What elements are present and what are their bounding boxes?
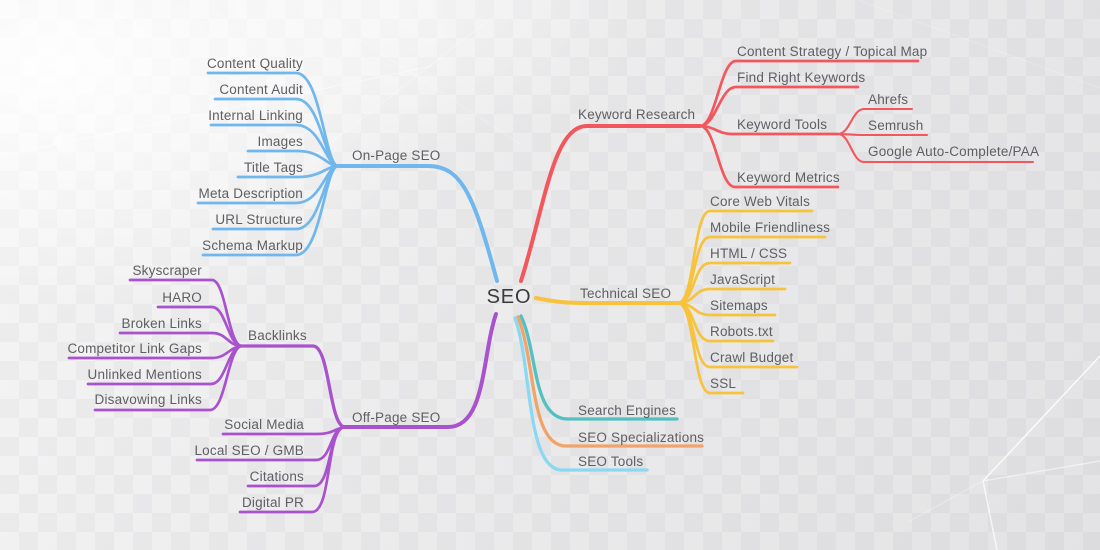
decor-dot [52,136,62,146]
node-local-seo-gmb[interactable]: Local SEO / GMB [194,443,304,458]
decor-line [982,480,998,550]
offpage-child-connector-4 [238,425,347,514]
onpage-main-connector [336,164,499,283]
node-core-web-vitals[interactable]: Core Web Vitals [710,194,810,209]
labels: SEO On-Page SEO Content Quality Content … [67,44,1039,510]
node-google-autocomplete[interactable]: Google Auto-Complete/PAA [868,144,1039,159]
backlinks-child-connector-5 [93,344,244,412]
decor-line [907,480,984,523]
seo-specializations-connector [516,315,704,448]
offpage-backlinks-connector [238,344,347,429]
node-keyword-tools[interactable]: Keyword Tools [737,117,827,132]
node-broken-links[interactable]: Broken Links [122,316,202,331]
node-internal-linking[interactable]: Internal Linking [208,108,303,123]
seo-tools-connector [513,316,649,472]
keyword-main-connector [519,124,702,283]
branch-offpage [67,278,498,514]
keyword-tools-sub-connector-1 [836,132,929,137]
decor-line [857,0,1100,89]
node-images[interactable]: Images [258,134,304,149]
node-haro[interactable]: HARO [162,290,202,305]
node-url-structure[interactable]: URL Structure [215,212,303,227]
branch-search-engines [519,314,679,421]
node-citations[interactable]: Citations [250,469,304,484]
technical-child-connector-7 [676,301,745,395]
node-keyword-metrics[interactable]: Keyword Metrics [737,170,840,185]
node-find-right-keywords[interactable]: Find Right Keywords [737,70,865,85]
node-html-css[interactable]: HTML / CSS [710,246,787,261]
node-skyscraper[interactable]: Skyscraper [132,263,202,278]
node-technical-seo[interactable]: Technical SEO [580,286,671,301]
decor-line [315,15,495,155]
node-crawl-budget[interactable]: Crawl Budget [710,350,793,365]
node-content-quality[interactable]: Content Quality [207,56,303,71]
branch-technical [534,209,827,395]
node-mobile-friendliness[interactable]: Mobile Friendliness [710,220,830,235]
onpage-child-connector-7 [201,164,340,257]
decor-line [982,355,1100,482]
node-seo-specializations[interactable]: SEO Specializations [578,430,704,445]
node-offpage-seo[interactable]: Off-Page SEO [352,410,440,425]
decor-line [982,460,1100,482]
node-social-media[interactable]: Social Media [224,417,304,432]
node-disavowing-links[interactable]: Disavowing Links [95,392,203,407]
node-digital-pr[interactable]: Digital PR [242,495,304,510]
node-schema-markup[interactable]: Schema Markup [202,238,303,253]
technical-main-connector [534,296,680,305]
center-node-seo[interactable]: SEO [487,286,532,308]
decor-line [341,27,521,145]
node-content-audit[interactable]: Content Audit [219,82,303,97]
node-ssl[interactable]: SSL [710,376,736,391]
node-meta-description[interactable]: Meta Description [199,186,304,201]
node-competitor-link-gaps[interactable]: Competitor Link Gaps [67,341,202,356]
node-unlinked-mentions[interactable]: Unlinked Mentions [88,367,203,382]
node-semrush[interactable]: Semrush [868,118,923,133]
search-engines-connector [519,314,679,421]
node-robots-txt[interactable]: Robots.txt [710,324,773,339]
node-onpage-seo[interactable]: On-Page SEO [352,148,441,163]
node-search-engines[interactable]: Search Engines [578,403,676,418]
decor-line [0,65,433,157]
node-javascript[interactable]: JavaScript [710,272,775,287]
node-title-tags[interactable]: Title Tags [244,160,303,175]
node-content-strategy[interactable]: Content Strategy / Topical Map [737,44,927,59]
node-sitemaps[interactable]: Sitemaps [710,298,768,313]
branch-keyword-research [519,59,1035,283]
node-ahrefs[interactable]: Ahrefs [868,92,908,107]
keyword-child-connector-3 [698,124,840,189]
node-keyword-research[interactable]: Keyword Research [578,107,695,122]
node-backlinks[interactable]: Backlinks [248,328,307,343]
branch-onpage [196,71,499,283]
node-seo-tools[interactable]: SEO Tools [578,454,643,469]
branch-seo-specializations [516,315,704,448]
offpage-main-connector [343,312,498,429]
branch-seo-tools [513,316,649,472]
keyword-child-connector-1 [698,85,860,128]
keyword-tools-sub-connector-2 [836,132,1035,164]
